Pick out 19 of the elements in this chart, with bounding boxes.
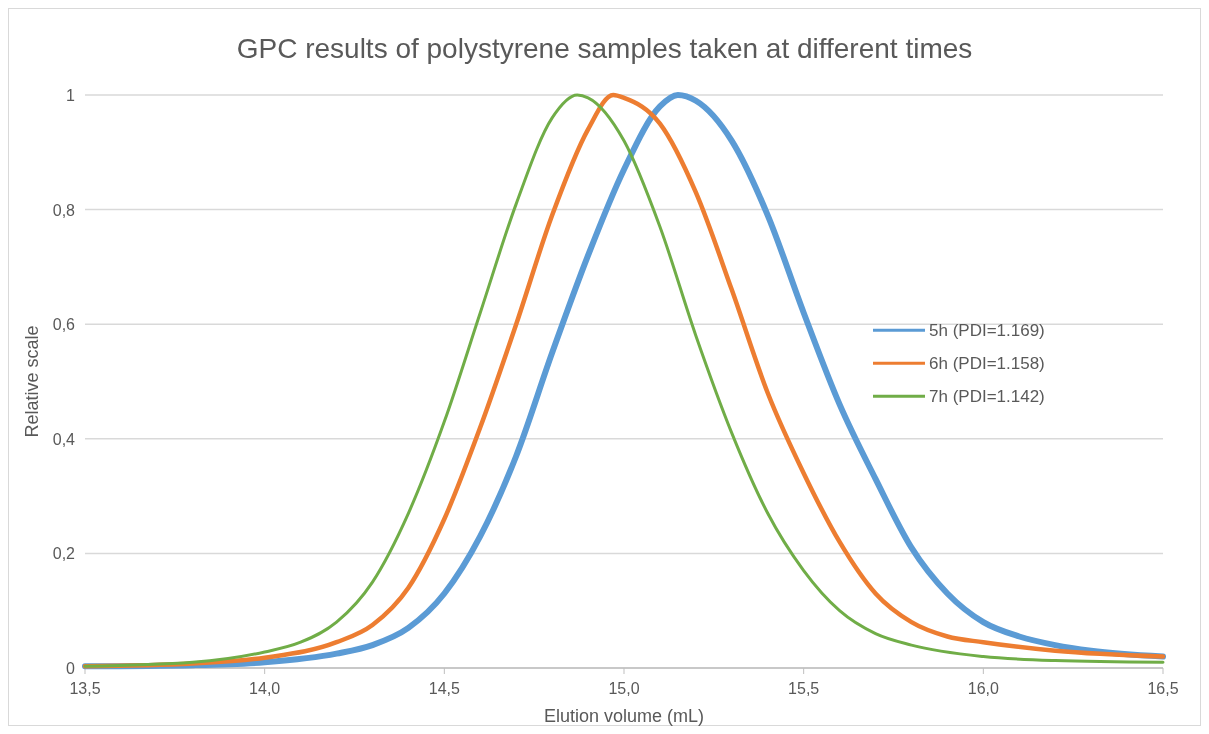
x-tick-label: 15,0 xyxy=(608,680,640,697)
x-tick-label: 14,0 xyxy=(249,680,281,697)
y-axis-title: Relative scale xyxy=(22,325,42,438)
y-tick-label: 0 xyxy=(66,660,76,677)
x-tick-label: 16,0 xyxy=(967,680,1000,697)
chart-title: GPC results of polystyrene samples taken at different times xyxy=(236,33,973,64)
legend-label: 6h (PDI=1.158) xyxy=(929,354,1045,374)
legend-label: 7h (PDI=1.142) xyxy=(929,387,1045,407)
y-tick-label: 0,6 xyxy=(52,316,76,334)
x-tick-label: 15,5 xyxy=(788,680,820,697)
x-axis-title: Elution volume (mL) xyxy=(543,706,705,726)
legend-label: 5h (PDI=1.169) xyxy=(929,321,1045,341)
y-tick-label: 1 xyxy=(66,87,76,104)
x-tick-label: 13,5 xyxy=(69,680,101,697)
x-tick-label: 14,5 xyxy=(428,680,461,697)
x-tick-label: 16,5 xyxy=(1147,680,1179,697)
y-tick-label: 0,2 xyxy=(52,545,76,563)
y-tick-label: 0,8 xyxy=(52,201,76,219)
y-tick-label: 0,4 xyxy=(52,430,76,448)
